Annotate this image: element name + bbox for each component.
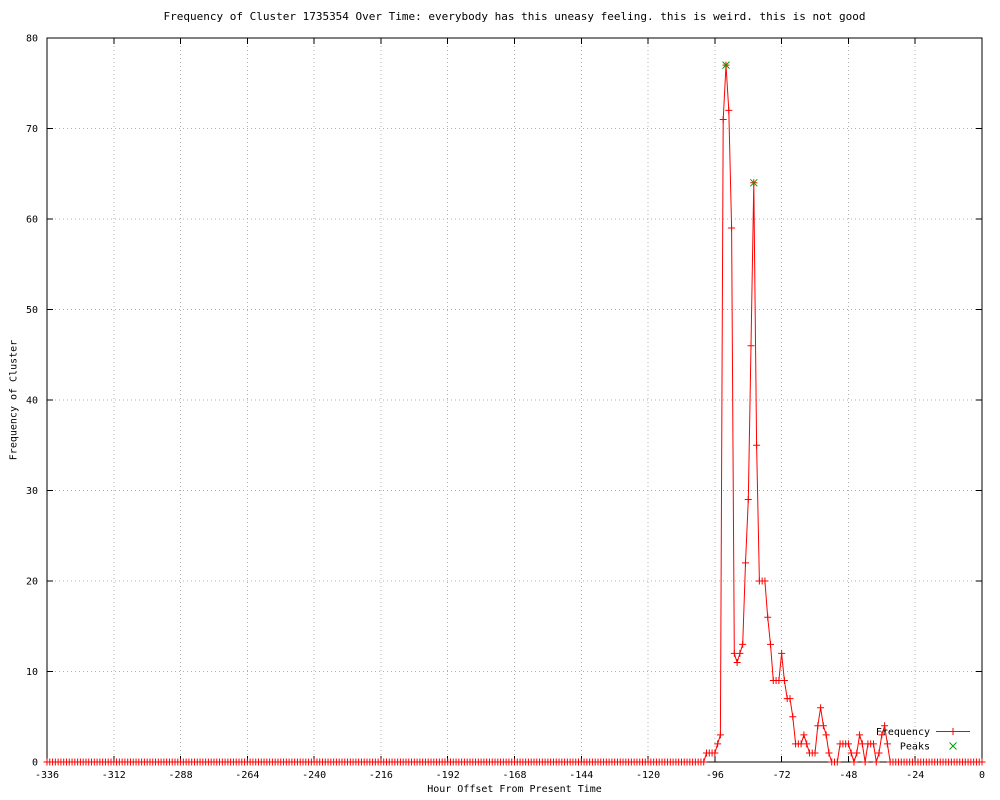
legend-sample-marker (949, 728, 957, 735)
grid-lines (46, 37, 983, 763)
y-tick-labels: 0 10 20 30 40 50 60 70 80 (26, 34, 38, 769)
legend: Frequency Peaks (876, 727, 970, 753)
x-tick-label: -288 (169, 770, 193, 781)
x-tick-label: -144 (569, 770, 593, 781)
x-tick-label: -312 (102, 770, 126, 781)
legend-label-frequency: Frequency (876, 727, 930, 738)
x-tick-label: -72 (773, 770, 791, 781)
y-tick-label: 20 (26, 577, 38, 588)
x-axis-label: Hour Offset From Present Time (427, 784, 602, 795)
series-line-frequency (47, 65, 982, 764)
y-tick-label: 60 (26, 215, 38, 226)
series-markers-frequency (43, 61, 986, 766)
x-tick-label: -120 (636, 770, 660, 781)
x-tick-label: -192 (436, 770, 460, 781)
series-markers-peaks (722, 61, 758, 187)
y-tick-label: 10 (26, 667, 38, 678)
chart-title: Frequency of Cluster 1735354 Over Time: … (163, 10, 866, 23)
legend-label-peaks: Peaks (900, 742, 930, 753)
legend-sample-marker (949, 742, 957, 750)
series-peaks (722, 61, 758, 187)
x-tick-label: -336 (35, 770, 59, 781)
x-tick-label: -240 (302, 770, 326, 781)
series-frequency (43, 61, 986, 766)
y-tick-label: 40 (26, 396, 38, 407)
x-tick-label: -216 (369, 770, 393, 781)
y-tick-label: 70 (26, 124, 38, 135)
x-tick-label: -24 (906, 770, 924, 781)
x-tick-label: -96 (706, 770, 724, 781)
y-tick-label: 0 (32, 758, 38, 769)
y-tick-label: 80 (26, 34, 38, 45)
y-tick-label: 30 (26, 486, 38, 497)
x-tick-label: -264 (235, 770, 259, 781)
y-tick-label: 50 (26, 305, 38, 316)
x-tick-label: 0 (979, 770, 985, 781)
x-tick-label: -48 (839, 770, 857, 781)
x-tick-labels: -336 -312 -288 -264 -240 -216 -192 -168 -144 -120… (35, 770, 985, 781)
x-tick-label: -168 (502, 770, 526, 781)
